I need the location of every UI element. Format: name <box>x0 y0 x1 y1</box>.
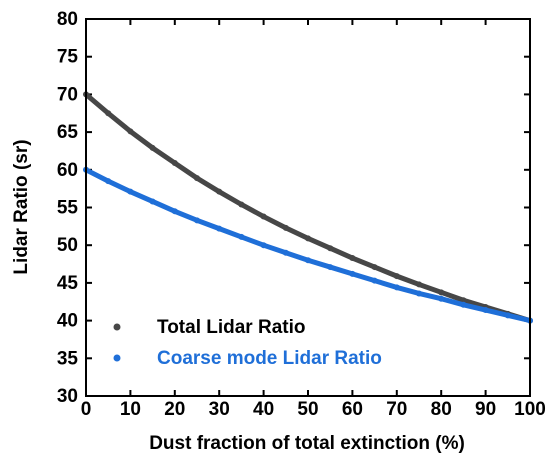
data-point <box>482 307 489 314</box>
y-tick-label: 80 <box>57 9 78 30</box>
data-point <box>504 312 511 319</box>
x-tick-label: 0 <box>81 399 92 420</box>
data-point <box>416 281 422 288</box>
x-tick-label: 70 <box>386 399 407 420</box>
data-point <box>238 233 245 240</box>
data-point <box>216 188 223 195</box>
data-point <box>194 217 200 224</box>
data-point <box>149 144 156 151</box>
data-point <box>460 301 467 308</box>
data-point <box>393 273 400 280</box>
data-point <box>171 160 178 167</box>
legend-marker <box>113 354 121 362</box>
x-tick-label: 40 <box>253 399 274 420</box>
legend-label: Coarse mode Lidar Ratio <box>157 348 382 369</box>
data-point <box>305 257 311 264</box>
data-point <box>349 270 356 277</box>
data-point <box>171 208 178 215</box>
x-tick-label: 30 <box>209 399 230 420</box>
data-point <box>105 110 112 117</box>
y-tick-label: 55 <box>57 198 79 219</box>
data-point <box>149 198 156 205</box>
x-tick-label: 60 <box>342 399 363 420</box>
data-point <box>260 242 267 249</box>
data-point <box>460 297 467 304</box>
x-tick-label: 20 <box>164 399 185 420</box>
data-point <box>194 175 200 182</box>
legend-label: Total Lidar Ratio <box>157 317 305 338</box>
data-point <box>438 289 445 296</box>
y-tick-label: 65 <box>57 122 79 143</box>
y-tick-label: 75 <box>57 47 79 68</box>
y-tick-label: 30 <box>57 386 78 407</box>
plot-frame <box>85 18 531 397</box>
series-line <box>84 92 531 323</box>
x-tick-label: 50 <box>297 399 318 420</box>
y-tick-label: 35 <box>57 348 79 369</box>
data-point <box>282 224 289 231</box>
x-axis-label: Dust fraction of total extinction (%) <box>149 433 465 454</box>
data-point <box>105 178 112 185</box>
data-point <box>371 277 378 284</box>
y-tick-label: 45 <box>57 273 79 294</box>
data-point <box>216 225 223 232</box>
data-point <box>327 245 334 252</box>
data-point <box>127 128 134 135</box>
y-tick-label: 60 <box>57 160 78 181</box>
y-tick-label: 50 <box>57 235 78 256</box>
data-point <box>260 213 267 220</box>
x-tick-label: 80 <box>431 399 452 420</box>
y-tick-label: 70 <box>57 84 78 105</box>
data-point <box>438 295 445 302</box>
x-tick-label: 10 <box>120 399 141 420</box>
data-point <box>238 201 245 208</box>
data-point <box>305 235 311 242</box>
data-point <box>127 188 134 195</box>
data-point <box>282 249 289 256</box>
data-point <box>393 284 400 291</box>
y-tick-label: 40 <box>57 311 78 332</box>
data-point <box>416 290 422 297</box>
data-point <box>349 255 356 262</box>
legend-marker <box>113 323 121 331</box>
x-tick-label: 90 <box>475 399 496 420</box>
x-tick-label: 100 <box>514 399 546 420</box>
y-axis-label: Lidar Ratio (sr) <box>11 139 32 274</box>
data-point <box>371 264 378 271</box>
data-point <box>327 264 334 271</box>
